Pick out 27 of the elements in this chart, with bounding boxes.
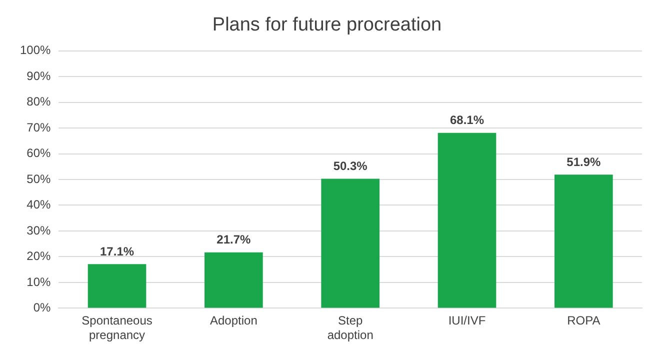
- y-tick-label: 90%: [26, 68, 52, 83]
- x-tick-label: Adoption: [210, 314, 258, 328]
- bar: [204, 252, 263, 308]
- y-tick-label: 30%: [26, 223, 52, 238]
- data-label: 21.7%: [216, 232, 252, 247]
- data-label: 68.1%: [450, 113, 484, 128]
- y-tick-label: 100%: [20, 43, 52, 58]
- bar: [88, 264, 146, 308]
- x-tick-label: ROPA: [567, 314, 600, 328]
- y-tick-label: 50%: [26, 172, 52, 186]
- y-tick-label: 80%: [26, 94, 52, 109]
- x-tick-label: IUI/IVF: [448, 314, 486, 328]
- y-tick-label: 0%: [33, 300, 52, 315]
- x-tick-label: Spontaneous pregnancy: [82, 314, 152, 342]
- y-tick-label: 60%: [26, 146, 52, 160]
- chart-title: Plans for future procreation: [212, 14, 442, 36]
- y-tick-label: 40%: [26, 198, 52, 212]
- bar: [438, 132, 496, 308]
- bar: [321, 178, 380, 308]
- data-label: 17.1%: [100, 244, 134, 258]
- bar: [554, 174, 613, 308]
- x-tick-label: Step adoption: [327, 314, 374, 342]
- data-label: 51.9%: [566, 154, 602, 169]
- y-tick-label: 10%: [26, 274, 52, 289]
- data-label: 50.3%: [333, 159, 368, 174]
- y-tick-label: 70%: [26, 120, 52, 134]
- y-tick-label: 20%: [26, 249, 52, 264]
